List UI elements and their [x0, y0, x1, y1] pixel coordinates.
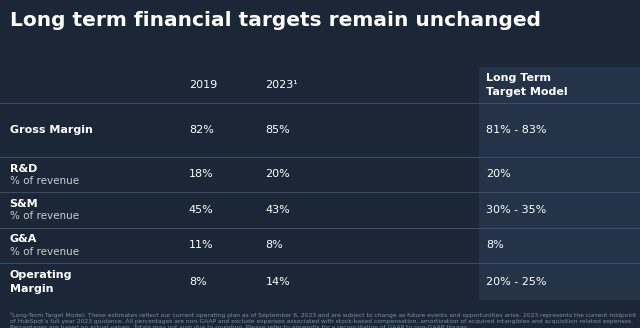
Text: % of revenue: % of revenue: [10, 176, 79, 186]
Text: 18%: 18%: [189, 170, 214, 179]
Text: 20% - 25%: 20% - 25%: [486, 277, 547, 287]
Text: 2023¹: 2023¹: [266, 80, 298, 90]
Text: 14%: 14%: [266, 277, 291, 287]
Text: 8%: 8%: [486, 240, 504, 250]
Text: S&M: S&M: [10, 199, 38, 209]
Text: 82%: 82%: [189, 125, 214, 135]
Text: 2019: 2019: [189, 80, 217, 90]
Text: 8%: 8%: [266, 240, 284, 250]
Text: Operating
Margin: Operating Margin: [10, 270, 72, 295]
Text: 8%: 8%: [189, 277, 207, 287]
Text: 43%: 43%: [266, 205, 291, 215]
Text: 20%: 20%: [266, 170, 291, 179]
FancyBboxPatch shape: [479, 67, 640, 300]
Text: 30% - 35%: 30% - 35%: [486, 205, 547, 215]
Text: G&A: G&A: [10, 235, 37, 244]
Text: 85%: 85%: [266, 125, 291, 135]
Text: 20%: 20%: [486, 170, 511, 179]
Text: ¹Long-Term Target Model: These estimates reflect our current operating plan as o: ¹Long-Term Target Model: These estimates…: [10, 312, 636, 328]
Text: R&D: R&D: [10, 164, 37, 174]
Text: Long term financial targets remain unchanged: Long term financial targets remain uncha…: [10, 11, 541, 31]
Text: % of revenue: % of revenue: [10, 212, 79, 221]
Text: % of revenue: % of revenue: [10, 247, 79, 257]
Text: Gross Margin: Gross Margin: [10, 125, 92, 135]
Text: 11%: 11%: [189, 240, 213, 250]
Text: 45%: 45%: [189, 205, 214, 215]
Text: Long Term
Target Model: Long Term Target Model: [486, 73, 568, 96]
Text: 81% - 83%: 81% - 83%: [486, 125, 547, 135]
